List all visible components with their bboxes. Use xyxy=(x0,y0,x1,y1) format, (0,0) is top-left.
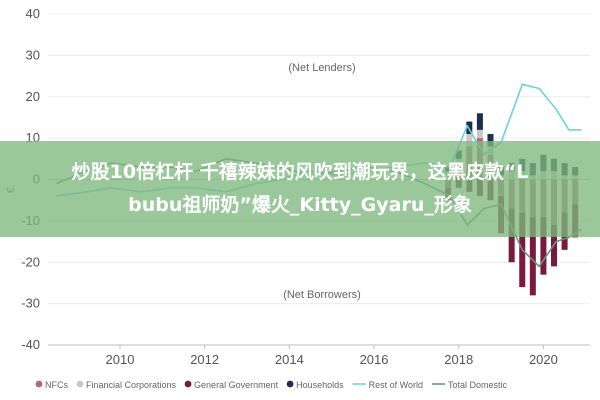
overlay-banner: 炒股10倍杠杆 千禧辣妹的风吹到潮玩界，这黑皮款“L bubu祖师奶”爆火_Ki… xyxy=(0,141,600,237)
bar-government xyxy=(529,216,536,296)
legend-marker-financial xyxy=(76,380,84,388)
legend-label-rest_of_world: Rest of World xyxy=(369,380,423,390)
bar-financial xyxy=(476,129,483,139)
legend-marker-nfcs xyxy=(35,380,43,388)
x-tick-label: 2020 xyxy=(529,352,558,367)
x-tick-label: 2012 xyxy=(190,352,219,367)
annotation-net-lenders: (Net Lenders) xyxy=(288,62,355,74)
x-tick-label: 2016 xyxy=(360,352,389,367)
banner-text: 炒股10倍杠杆 千禧辣妹的风吹到潮玩界，这黑皮款“L bubu祖师奶”爆火_Ki… xyxy=(0,141,600,237)
legend-item-government: General Government xyxy=(184,380,279,390)
legend-item-rest_of_world: Rest of World xyxy=(352,380,423,390)
bar-financial xyxy=(466,133,473,147)
legend-marker-government xyxy=(184,380,192,388)
annotation-net-borrowers: (Net Borrowers) xyxy=(283,289,361,301)
legend-label-nfcs: NFCs xyxy=(45,380,68,390)
y-tick-label: -40 xyxy=(21,337,40,352)
y-tick-label: 30 xyxy=(26,47,40,62)
y-tick-label: -20 xyxy=(21,254,40,269)
legend: NFCs Financial Corporations General Govern… xyxy=(35,380,508,390)
banner-line-1: 炒股10倍杠杆 千禧辣妹的风吹到潮玩界，这黑皮款“L xyxy=(71,161,529,183)
legend-item-total_domestic: Total Domestic xyxy=(431,380,508,390)
legend-label-government: General Government xyxy=(194,380,279,390)
y-tick-label: 20 xyxy=(26,89,40,104)
legend-label-financial: Financial Corporations xyxy=(86,380,177,390)
bar-households xyxy=(476,113,483,130)
legend-label-total_domestic: Total Domestic xyxy=(448,380,508,390)
legend-item-nfcs: NFCs xyxy=(35,380,68,390)
legend-label-households: Households xyxy=(296,380,344,390)
bar-households xyxy=(487,133,494,147)
legend-item-financial: Financial Corporations xyxy=(76,380,177,390)
legend-item-households: Households xyxy=(286,380,344,390)
y-tick-label: -30 xyxy=(21,296,40,311)
x-tick-label: 2014 xyxy=(275,352,304,367)
bar-government xyxy=(540,216,547,275)
x-tick-label: 2018 xyxy=(444,352,473,367)
legend-marker-households xyxy=(286,380,294,388)
x-tick-label: 2010 xyxy=(106,352,135,367)
banner-line-2: bubu祖师奶”爆火_Kitty_Gyaru_形象 xyxy=(128,194,472,216)
x-axis: 2010 2012 2014 2016 2018 2020 xyxy=(106,345,558,367)
y-tick-label: 40 xyxy=(26,6,40,21)
